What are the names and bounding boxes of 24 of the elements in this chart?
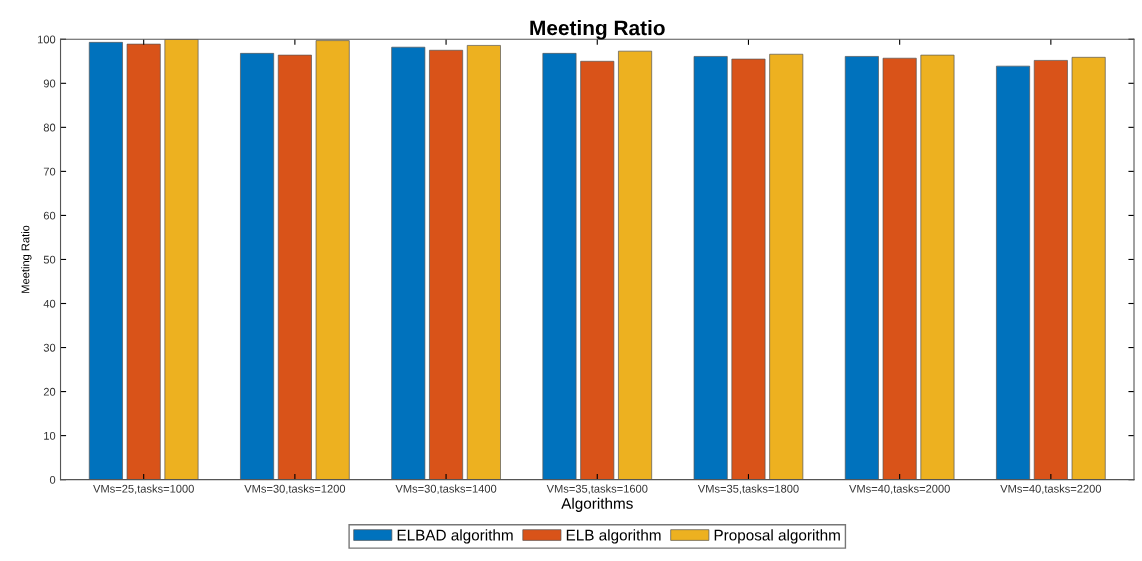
legend-label: ELBAD algorithm (397, 529, 513, 544)
y-tick-label: 50 (43, 255, 56, 264)
y-tick-label: 60 (43, 211, 56, 220)
x-tick-label: VMs=25,tasks=1000 (93, 484, 194, 494)
y-tick-label: 30 (43, 343, 56, 352)
y-tick-label: 10 (44, 431, 56, 440)
y-tick-label: 70 (43, 167, 56, 176)
x-tick-label: VMs=35,tasks=1600 (546, 484, 648, 494)
y-tick-label: 80 (43, 123, 56, 132)
legend-label: ELB algorithm (566, 529, 661, 544)
y-tick-label: 20 (43, 387, 56, 396)
chart-title: Meeting Ratio (530, 20, 665, 40)
legend-label: Proposal algorithm (714, 529, 840, 544)
y-tick-label: 0 (49, 475, 56, 484)
x-tick-label: VMs=40,tasks=2200 (1000, 484, 1102, 494)
y-tick-label: 100 (37, 35, 56, 44)
x-tick-label: VMs=40,tasks=2000 (849, 484, 950, 494)
x-tick-label: VMs=35,tasks=1800 (697, 484, 799, 494)
x-axis-title: Algorithms (561, 497, 633, 512)
x-tick-label: VMs=30,tasks=1400 (395, 484, 497, 494)
y-tick-label: 40 (43, 299, 56, 308)
y-axis-title: Meeting Ratio (21, 225, 32, 293)
y-tick-label: 90 (43, 79, 56, 88)
x-tick-label: VMs=30,tasks=1200 (244, 484, 346, 494)
